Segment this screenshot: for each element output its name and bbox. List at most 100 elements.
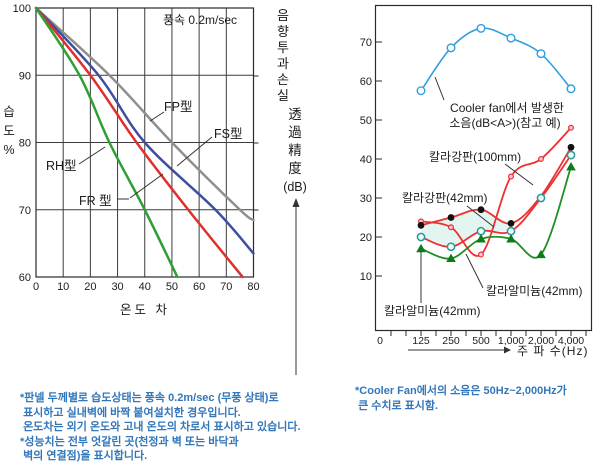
mid-axis-hanja-char: 度 (288, 161, 302, 176)
leader-steel-42 (466, 205, 495, 228)
marker-teal-circle (416, 232, 426, 242)
left-x-tick-label: 0 (33, 281, 39, 293)
marker-green-triangle (446, 253, 456, 263)
leader-fp (149, 111, 165, 122)
marker-green-triangle (416, 243, 426, 253)
wind-speed-annotation: 풍속 0.2m/sec (163, 13, 237, 27)
footnote-left: *판넬 두께별로 습도상태는 풍속 0.2m/sec (무풍 상태)로 표시하고… (20, 392, 301, 462)
mid-axis-ko-char: 실 (277, 88, 289, 103)
left-y-tick-label: 60 (19, 272, 31, 284)
left-x-tick-label: 60 (193, 281, 205, 293)
mid-axis-ko-char: 과 (277, 56, 289, 71)
fan-noise-label-line2: 소음(dB<A>)(참고 예) (449, 116, 560, 130)
right-x-tick-label: 4,000 (558, 335, 584, 347)
right-series-line-green-triangle (420, 166, 572, 260)
left-series-line-RH型 (34, 6, 179, 279)
leader-rh (78, 146, 106, 165)
right-x-tick-label: 0 (377, 335, 383, 347)
frequency-axis-arrow-head-icon (504, 346, 511, 354)
right-series-line-open-circle (420, 27, 572, 92)
marker-open-circle (536, 49, 546, 59)
left-y-tick-label: 80 (19, 138, 31, 150)
fan-noise-label-line1: Cooler fan에서 발생한 (450, 101, 564, 115)
footnote-right: *Cooler Fan에서의 소음은 50Hz~2,000Hz가 큰 수치로 표… (355, 385, 567, 412)
leader-steel-100 (504, 163, 534, 186)
right-chart-frame (374, 4, 593, 332)
mid-axis-hanja-char: 過 (288, 125, 302, 140)
right-y-tick-label: 70 (360, 37, 372, 49)
right-y-tick-label: 10 (360, 271, 372, 283)
mid-axis-ko-char: 투 (277, 40, 289, 55)
marker-open-circle (416, 86, 426, 96)
series-label-rh: RH型 (46, 159, 77, 173)
series-label-fp: FP型 (164, 100, 192, 114)
series-label-aluminum-42-left: 칼라알미늄(42mm) (384, 304, 481, 318)
left-x-tick-label: 40 (139, 281, 151, 293)
marker-teal-circle (506, 226, 516, 236)
left-y-tick-label: 90 (19, 70, 31, 82)
mid-axis-hanja-char: 精 (288, 143, 302, 158)
marker-black-dot (477, 206, 485, 214)
leader-aluminum-right (465, 253, 484, 289)
marker-teal-circle (566, 150, 576, 160)
mid-axis-ko-char: 손 (277, 72, 289, 87)
right-x-tick-label: 2,000 (528, 335, 554, 347)
marker-open-circle (476, 23, 486, 33)
marker-black-dot (417, 221, 425, 229)
marker-pink-dot (567, 124, 574, 131)
mid-axis-unit: (dB) (283, 180, 307, 194)
marker-black-dot (567, 143, 575, 151)
mid-axis-ko-char: 향 (277, 24, 289, 39)
mid-axis-ko-char: 음 (277, 8, 289, 23)
leader-fan (434, 76, 445, 101)
left-y-tick-label: 70 (19, 205, 31, 217)
left-series-line-FR 型 (34, 6, 244, 279)
left-series-line-FS型 (34, 6, 255, 255)
right-y-tick-label: 30 (360, 193, 372, 205)
marker-green-triangle (566, 162, 576, 171)
marker-green-triangle (476, 234, 486, 243)
marker-pink-dot (537, 156, 544, 163)
right-x-tick-label: 250 (442, 335, 460, 347)
marker-pink-dot (478, 251, 485, 258)
marker-pink-dot (508, 173, 515, 180)
marker-green-triangle (506, 234, 516, 243)
leader-fs (176, 136, 213, 167)
left-x-axis-title: 온도 차 (120, 303, 170, 317)
left-y-tick-label: 100 (13, 3, 31, 15)
marker-pink-dot (448, 224, 455, 231)
left-series-line-FP型 (34, 6, 255, 222)
left-y-axis-title-char: 도 (3, 124, 15, 138)
marker-teal-circle (536, 193, 546, 203)
marker-open-circle (506, 33, 516, 43)
leader-fr (129, 173, 164, 199)
left-x-tick-label: 80 (247, 281, 259, 293)
mid-axis-hanja-char: 透 (288, 107, 302, 122)
series-label-steel-100: 칼라강판(100mm) (429, 150, 521, 164)
marker-open-circle (566, 84, 576, 94)
marker-open-circle (446, 43, 456, 53)
right-x-tick-label: 500 (472, 335, 490, 347)
generated-chart-layer: 0 10 20 30 40 50 60 70 8010090807060습도%음향투과손실透過精… (3, 3, 593, 347)
series-label-steel-42: 칼라강판(42mm) (402, 191, 488, 205)
right-y-tick-label: 40 (360, 154, 372, 166)
right-x-tick-label: 1,000 (498, 335, 524, 347)
right-x-tick-label: 125 (412, 335, 430, 347)
mid-axis-arrow-head-icon (292, 198, 300, 207)
left-x-tick-label: 70 (220, 281, 232, 293)
between-curves-shading (421, 209, 511, 247)
right-y-tick-label: 50 (360, 115, 372, 127)
marker-black-dot (507, 219, 515, 227)
series-label-fr: FR 型 (79, 194, 112, 208)
marker-teal-circle (446, 242, 456, 252)
marker-black-dot (447, 214, 455, 221)
left-x-tick-label: 30 (111, 281, 123, 293)
series-label-aluminum-42-right: 칼라알미늄(42mm) (486, 284, 583, 298)
right-y-tick-label: 60 (360, 76, 372, 88)
right-y-tick-label: 20 (360, 232, 372, 244)
chart-labels-layer: 풍속 0.2m/sec 온도 차 FP型 FS型 FR 型 RH型 (dB) C… (46, 13, 587, 375)
left-x-tick-label: 10 (57, 281, 69, 293)
left-x-tick-label: 20 (84, 281, 96, 293)
